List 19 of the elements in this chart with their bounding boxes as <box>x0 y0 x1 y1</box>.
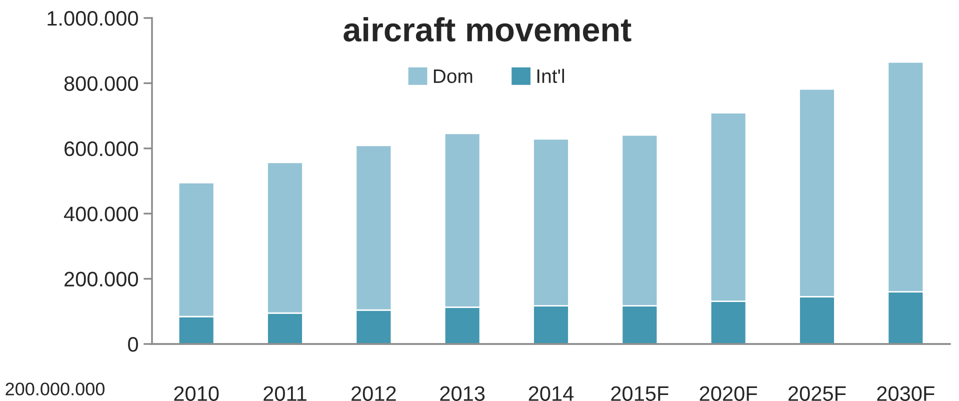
x-tick-label: 2010 <box>174 386 219 401</box>
x-tick-label: 2015F <box>611 386 668 401</box>
y-tick-label: 400.000 <box>64 206 138 222</box>
y-tick-label: 1.000.000 <box>48 11 138 26</box>
x-tick-label: 2011 <box>264 386 306 401</box>
legend-label: Int'l <box>537 68 564 84</box>
x-tick-label: 2025F <box>788 386 846 401</box>
x-tick-label: 2013 <box>440 386 485 401</box>
x-tick-label: 2030F <box>877 386 934 401</box>
y-tick-label: 600.000 <box>64 141 138 156</box>
chart-title: aircraft movement <box>344 17 632 42</box>
x-tick-label: 2014 <box>528 386 574 401</box>
y-tick-label: 0 <box>128 337 138 352</box>
x-tick-label: 2012 <box>352 386 396 401</box>
y-tick-label: 800.000 <box>64 76 138 91</box>
legend-label: Dom <box>434 70 472 84</box>
text: 200.000.000 <box>6 382 104 396</box>
x-tick-label: 2020F <box>700 386 758 401</box>
y-tick-label: 200.000 <box>64 272 138 287</box>
